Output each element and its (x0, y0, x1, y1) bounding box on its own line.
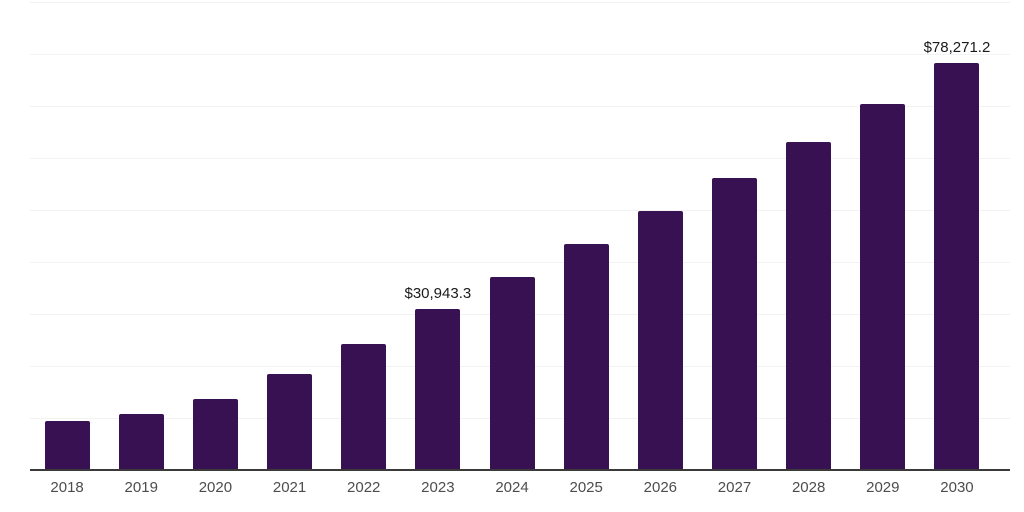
bar-2023 (415, 309, 461, 470)
gridline (30, 54, 1010, 55)
x-tick-label-2025: 2025 (569, 479, 603, 496)
gridline (30, 262, 1010, 263)
x-tick-label-2021: 2021 (272, 479, 307, 496)
x-axis-labels: 2018 2019 2020 2021 2022 2023 2024 2025 2026 2027… (30, 479, 994, 496)
bar-slot-2030: $78,271.2 (920, 2, 994, 470)
bar-value-label-2030: $78,271.2 (923, 39, 991, 56)
bar-2022 (341, 343, 387, 470)
bar-slot-2023: $30,943.3 (401, 2, 475, 470)
gridline (30, 106, 1010, 107)
bar-value-label-2023: $30,943.3 (404, 285, 472, 303)
plot-area: $30,943.3 $78,271.2 (30, 2, 1010, 470)
bar-slot-2019 (104, 2, 178, 470)
x-tick-label-2027: 2027 (717, 479, 752, 496)
bar-2027 (711, 177, 757, 470)
bar-slot-2028 (772, 2, 846, 470)
bar-2019 (118, 414, 164, 470)
x-tick-label-2019: 2019 (124, 479, 158, 496)
bar-2030 (934, 63, 980, 470)
bar-slot-2020 (178, 2, 252, 470)
x-tick-label-2030: 2030 (940, 479, 974, 496)
bar-slot-2022 (327, 2, 401, 470)
x-axis-line (30, 469, 1010, 471)
gridline (30, 158, 1010, 159)
gridline (30, 210, 1010, 211)
x-tick-label-2026: 2026 (643, 479, 678, 496)
bar-2025 (563, 243, 609, 470)
bar-slot-2021 (252, 2, 326, 470)
x-tick-label-2018: 2018 (50, 479, 84, 496)
bars-area: $30,943.3 $78,271.2 (30, 2, 994, 470)
bar-slot-2026 (623, 2, 697, 470)
bar-2021 (267, 374, 313, 470)
bar-2029 (860, 104, 906, 470)
bar-2028 (786, 142, 832, 470)
bar-slot-2025 (549, 2, 623, 470)
bar-slot-2027 (697, 2, 771, 470)
bar-2018 (44, 420, 90, 470)
bar-slot-2029 (846, 2, 920, 470)
x-tick-label-2020: 2020 (198, 479, 233, 496)
x-tick-label-2029: 2029 (866, 479, 900, 496)
x-tick-label-2024: 2024 (495, 479, 529, 496)
bar-2026 (637, 211, 683, 470)
bar-2020 (192, 399, 238, 470)
gridline (30, 2, 1010, 3)
bar-slot-2018 (30, 2, 104, 470)
bar-slot-2024 (475, 2, 549, 470)
x-tick-label-2028: 2028 (791, 479, 826, 496)
x-tick-label-2022: 2022 (347, 479, 381, 496)
x-tick-label-2023: 2023 (421, 479, 455, 496)
bar-2024 (489, 277, 535, 470)
